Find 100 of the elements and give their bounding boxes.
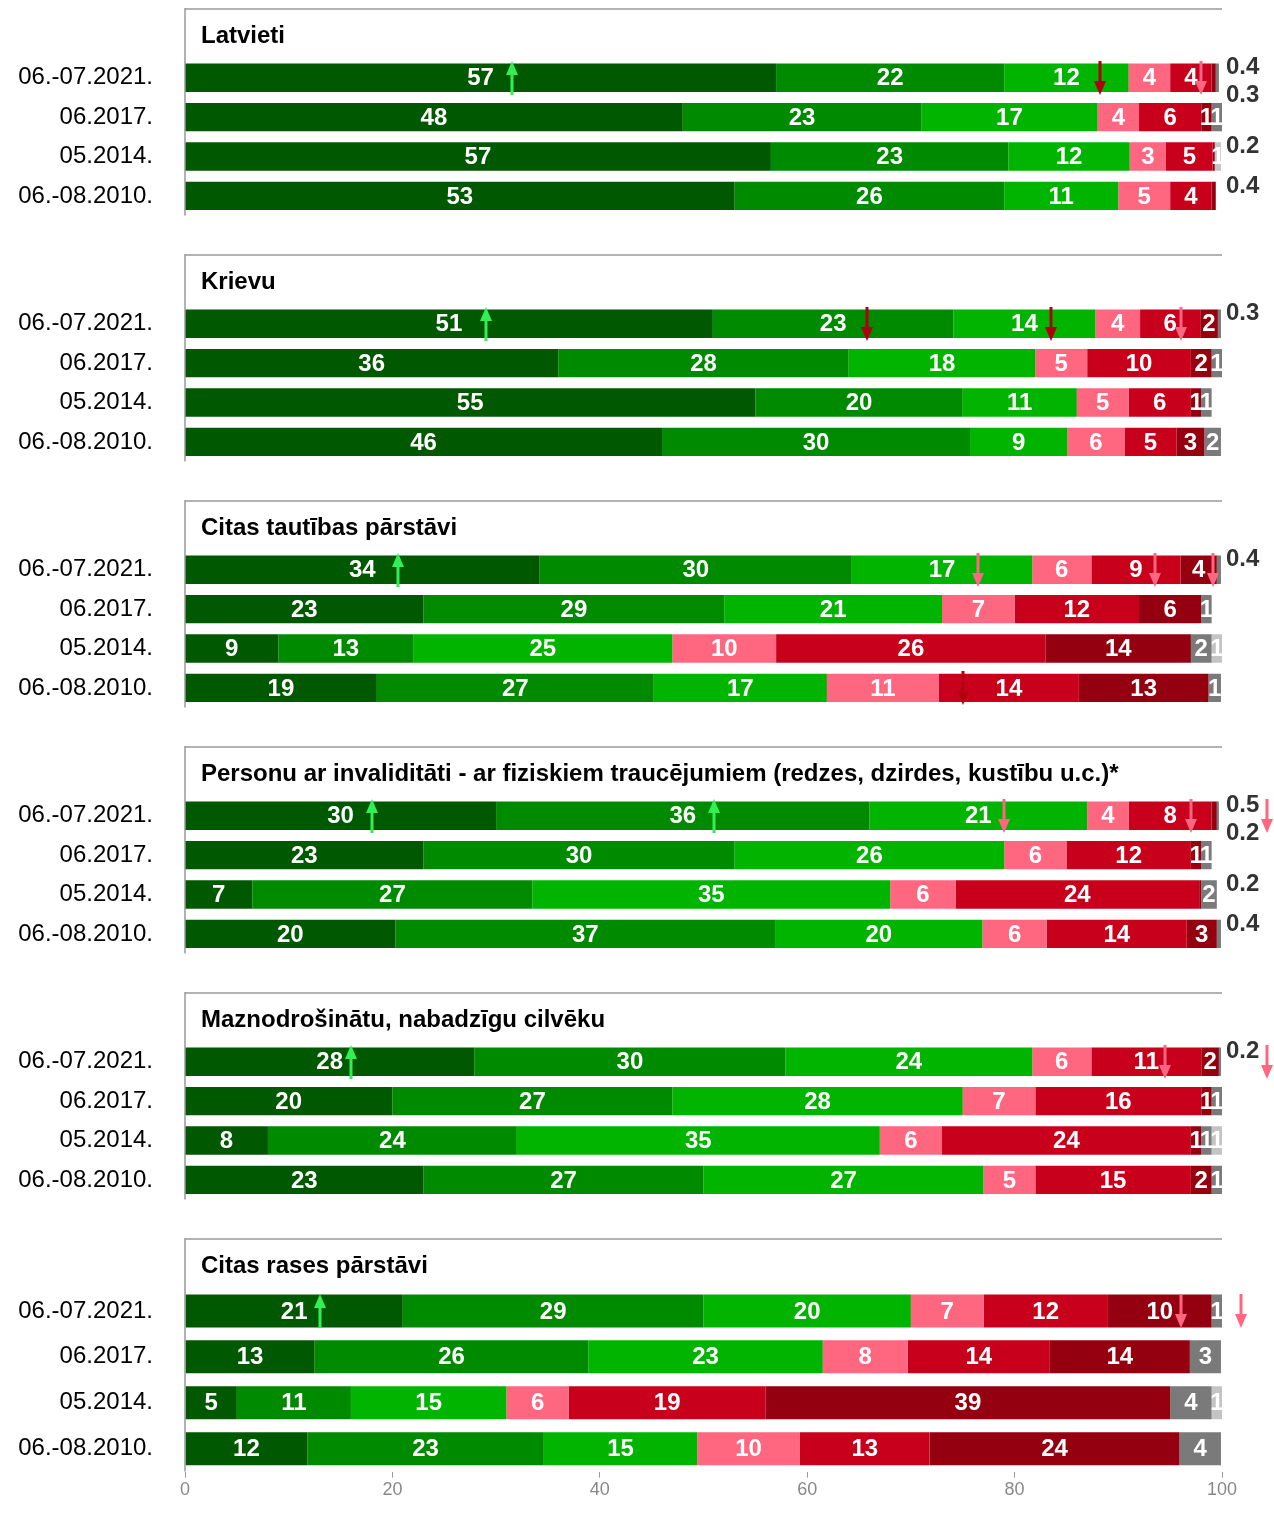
data-label: 26 [856, 840, 883, 868]
bar [236, 1386, 351, 1420]
data-label: 0.4 [1226, 52, 1261, 80]
x-tick-label: 60 [797, 1479, 818, 1500]
data-label: 39 [954, 1388, 982, 1416]
data-label: 0.2 [1226, 131, 1260, 159]
data-label: 4 [1142, 63, 1157, 91]
data-label: 14 [1104, 634, 1133, 662]
data-label: 6 [1055, 1047, 1069, 1075]
data-label: 3 [1141, 142, 1155, 170]
bar [395, 919, 776, 949]
data-label: 23 [692, 1342, 719, 1370]
data-label: 2 [1202, 309, 1216, 337]
data-label: 6 [904, 1126, 918, 1154]
data-label: 30 [802, 427, 830, 455]
bar [890, 880, 956, 909]
data-label: 21 [964, 801, 992, 829]
data-label: 17 [928, 555, 956, 583]
data-label: 1 [1189, 388, 1203, 416]
data-label: 14 [1011, 309, 1039, 337]
data-label: 55 [456, 388, 484, 416]
bar [942, 1126, 1191, 1155]
bar [703, 1294, 911, 1328]
x-tick-label: 0 [179, 1479, 191, 1500]
data-label: 10 [735, 1434, 762, 1462]
data-label: 29 [539, 1296, 567, 1324]
data-label: 5 [1137, 181, 1151, 209]
data-label: 23 [290, 1165, 318, 1193]
data-label: 23 [876, 142, 903, 170]
bar [376, 673, 654, 703]
bar [278, 634, 414, 663]
data-label: 6 [1153, 388, 1167, 416]
data-label: 3 [1198, 1342, 1213, 1370]
bar [755, 388, 963, 417]
bar [1166, 142, 1213, 171]
data-label: 18 [928, 348, 956, 376]
data-label: 26 [856, 181, 883, 209]
data-label: 2 [1202, 880, 1216, 908]
data-label: 1 [1199, 594, 1214, 622]
bar [423, 1165, 704, 1195]
data-label: 20 [276, 919, 304, 947]
bar [653, 673, 827, 703]
data-label: 30 [682, 555, 710, 583]
data-label: 15 [1099, 1165, 1127, 1193]
data-label: 26 [897, 634, 925, 662]
data-label: 0.2 [1226, 818, 1260, 846]
data-label: 1 [1208, 673, 1222, 701]
bar [942, 594, 1015, 624]
bar [962, 388, 1077, 417]
bar [703, 1165, 984, 1195]
bar [1216, 919, 1221, 949]
data-label: 1 [1210, 1388, 1224, 1416]
data-label: 6 [1163, 102, 1177, 130]
y-tick-label: 06.-08.2010. [18, 1433, 153, 1461]
bar [1217, 309, 1221, 338]
data-label: 25 [529, 634, 557, 662]
bar [185, 1340, 315, 1374]
data-label: 0.4 [1226, 544, 1261, 572]
data-label: 46 [410, 427, 437, 455]
data-label: 13 [851, 1434, 879, 1462]
chart-title: Personu ar invaliditāti - ar fiziskiem traucējumiem (redzes, dzirdes, kustību u.c.)* [201, 758, 1120, 786]
chart-title: Latvieti [201, 20, 286, 48]
bar [734, 840, 1005, 870]
bar [1035, 1086, 1202, 1116]
data-label: 53 [446, 181, 474, 209]
y-tick-label: 06.-08.2010. [18, 180, 153, 208]
data-label: 0.4 [1226, 170, 1261, 198]
bar [185, 673, 377, 703]
bar [1014, 594, 1140, 624]
y-tick-label: 05.2014. [59, 1125, 153, 1153]
y-tick-label: 05.2014. [59, 879, 153, 907]
bar [185, 181, 735, 211]
bar [423, 594, 725, 624]
data-label: 24 [379, 1126, 407, 1154]
bar [682, 102, 922, 132]
data-label: 36 [358, 348, 386, 376]
bar [558, 348, 849, 378]
data-label: 0.2 [1226, 869, 1260, 897]
data-label: 34 [348, 555, 377, 583]
y-tick-label: 05.2014. [59, 141, 153, 169]
bar [185, 919, 396, 949]
bar [921, 102, 1098, 132]
data-label: 29 [560, 594, 588, 622]
bar [907, 1340, 1050, 1374]
chart-title: Citas tautības pārstāvi [201, 512, 458, 540]
bar [185, 142, 771, 171]
data-label: 4 [1184, 1388, 1199, 1416]
data-label: 8 [858, 1342, 872, 1370]
data-label: 0.5 [1226, 790, 1260, 818]
data-label: 1 [1210, 634, 1224, 662]
bar [413, 634, 673, 663]
bar [185, 1126, 268, 1155]
data-label: 6 [1028, 840, 1043, 868]
data-label: 16 [1104, 1086, 1132, 1114]
bar [826, 673, 939, 703]
data-label: 27 [379, 880, 406, 908]
bar [879, 1126, 943, 1155]
data-label: 30 [327, 801, 354, 829]
data-label: 14 [965, 1342, 993, 1370]
y-tick-label: 06.2017. [59, 1085, 153, 1113]
